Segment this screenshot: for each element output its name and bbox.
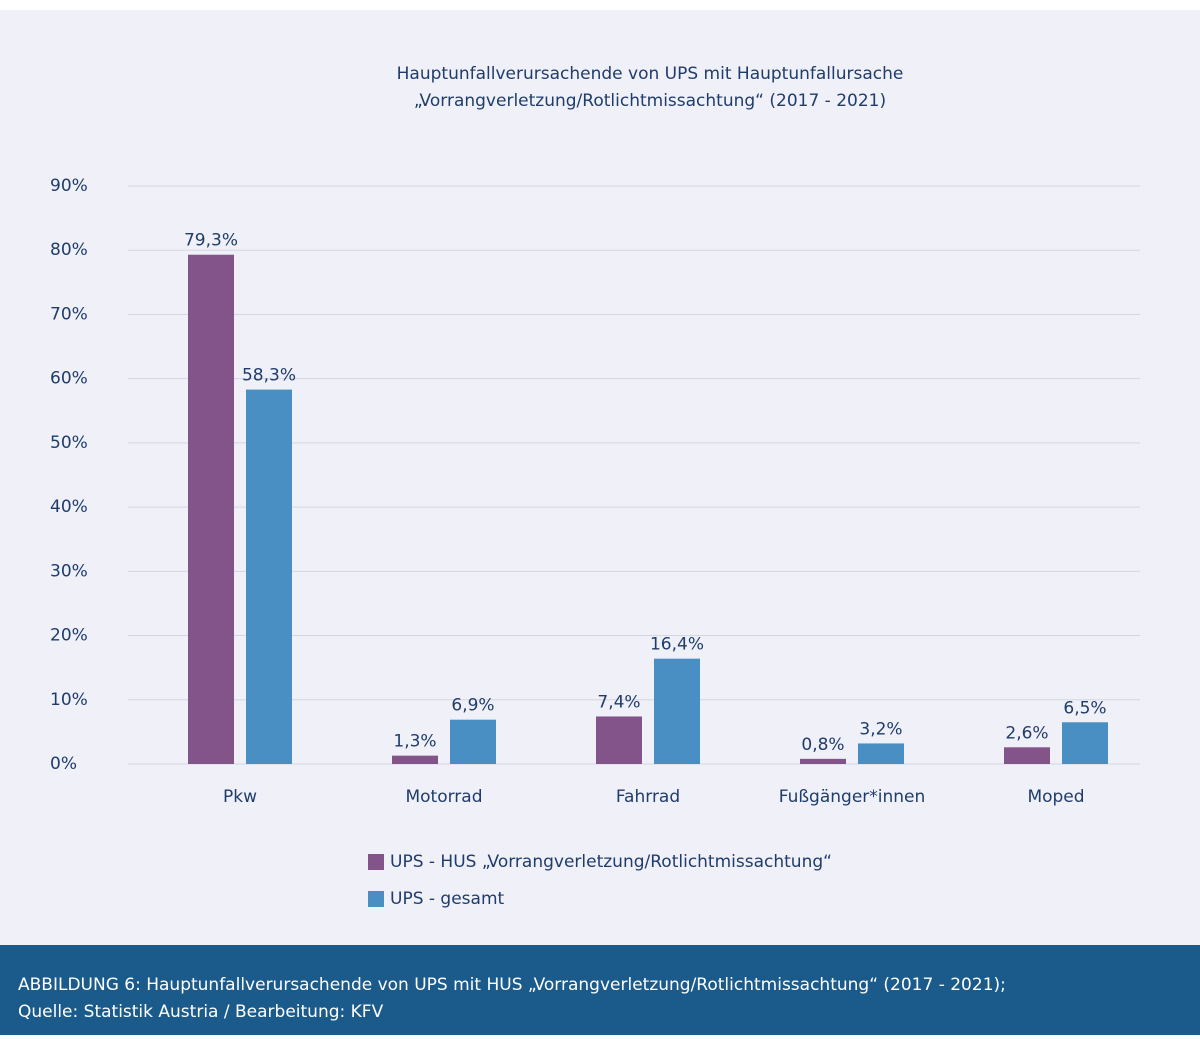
chart-title: Hauptunfallverursachende von UPS mit Hau… <box>397 64 904 84</box>
chart-background <box>0 10 1200 945</box>
data-label: 6,9% <box>451 696 494 716</box>
data-label: 0,8% <box>801 735 844 755</box>
y-tick-label: 90% <box>50 176 88 196</box>
data-label: 7,4% <box>597 692 640 712</box>
bar <box>596 716 642 764</box>
chart-title: „Vorrangverletzung/Rotlichtmissachtung“ … <box>414 91 886 111</box>
bar <box>1004 747 1050 764</box>
y-tick-label: 60% <box>50 369 88 389</box>
bar <box>392 755 438 764</box>
y-tick-label: 80% <box>50 240 88 260</box>
bar <box>654 658 700 764</box>
y-tick-label: 0% <box>50 754 77 774</box>
bar <box>188 254 234 764</box>
bar <box>246 389 292 764</box>
caption: ABBILDUNG 6: Hauptunfallverursachende vo… <box>18 975 1006 995</box>
data-label: 79,3% <box>184 231 238 251</box>
bar <box>858 743 904 764</box>
x-tick-label: Pkw <box>223 787 257 807</box>
bar <box>1062 722 1108 764</box>
bar <box>800 758 846 764</box>
y-tick-label: 30% <box>50 561 88 581</box>
y-tick-label: 10% <box>50 690 88 710</box>
x-tick-label: Motorrad <box>405 787 482 807</box>
data-label: 16,4% <box>650 635 704 655</box>
x-tick-label: Fußgänger*innen <box>779 787 926 807</box>
y-tick-label: 70% <box>50 304 88 324</box>
legend-label: UPS - gesamt <box>390 889 505 909</box>
caption: Quelle: Statistik Austria / Bearbeitung:… <box>18 1002 384 1022</box>
y-tick-label: 40% <box>50 497 88 517</box>
data-label: 58,3% <box>242 366 296 386</box>
data-label: 1,3% <box>393 732 436 752</box>
bar <box>450 719 496 764</box>
legend-swatch <box>368 891 384 907</box>
caption-bar <box>0 945 1200 1035</box>
data-label: 6,5% <box>1063 698 1106 718</box>
y-tick-label: 20% <box>50 626 88 646</box>
x-tick-label: Fahrrad <box>616 787 680 807</box>
legend-label: UPS - HUS „Vorrangverletzung/Rotlichtmis… <box>390 852 832 872</box>
data-label: 3,2% <box>859 719 902 739</box>
x-tick-label: Moped <box>1027 787 1084 807</box>
y-tick-label: 50% <box>50 433 88 453</box>
data-label: 2,6% <box>1005 723 1048 743</box>
legend-swatch <box>368 854 384 870</box>
